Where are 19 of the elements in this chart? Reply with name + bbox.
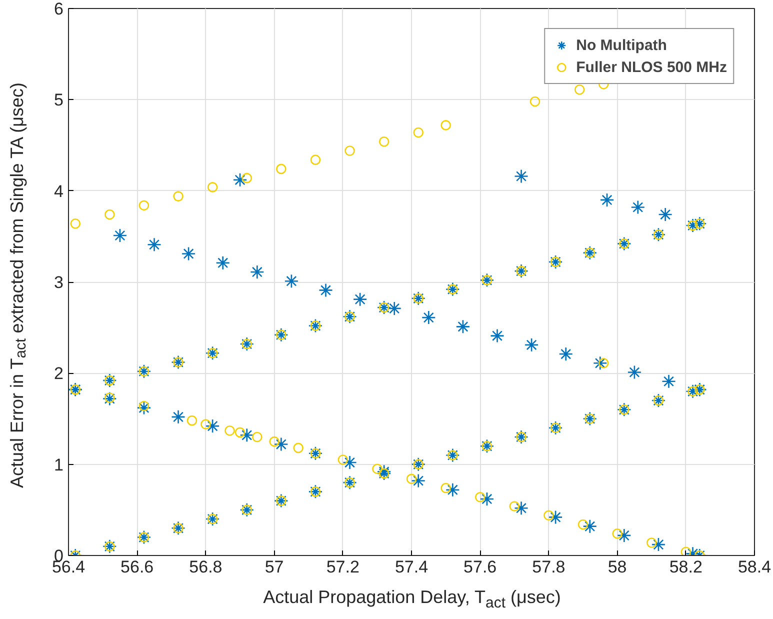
x-tick-label: 58 [608, 558, 627, 576]
x-axis-title: Actual Propagation Delay, T$_{act}$ (μsec) [262, 586, 562, 614]
legend-label: Fuller NLOS 500 MHz [576, 58, 727, 76]
y-tick-label: 6 [54, 0, 64, 18]
x-tick-label: 56.6 [120, 558, 154, 576]
x-tick-label: 57.2 [326, 558, 360, 576]
x-tick-label: 57.6 [464, 558, 497, 576]
y-tick-label: 1 [54, 455, 64, 474]
x-tick-label: 56.8 [189, 558, 222, 576]
x-tick-label: 58.4 [738, 558, 772, 576]
y-tick-label: 4 [54, 182, 64, 201]
legend-label: No Multipath [576, 36, 667, 54]
x-tick-label: 57.8 [532, 558, 566, 576]
x-tick-label: 57.4 [394, 558, 428, 576]
y-tick-label: 2 [54, 364, 64, 384]
x-tick-label: 57 [264, 558, 284, 576]
y-tick-label: 5 [54, 90, 64, 110]
x-tick-label: 58.2 [669, 558, 702, 576]
y-tick-label: 3 [54, 273, 64, 292]
